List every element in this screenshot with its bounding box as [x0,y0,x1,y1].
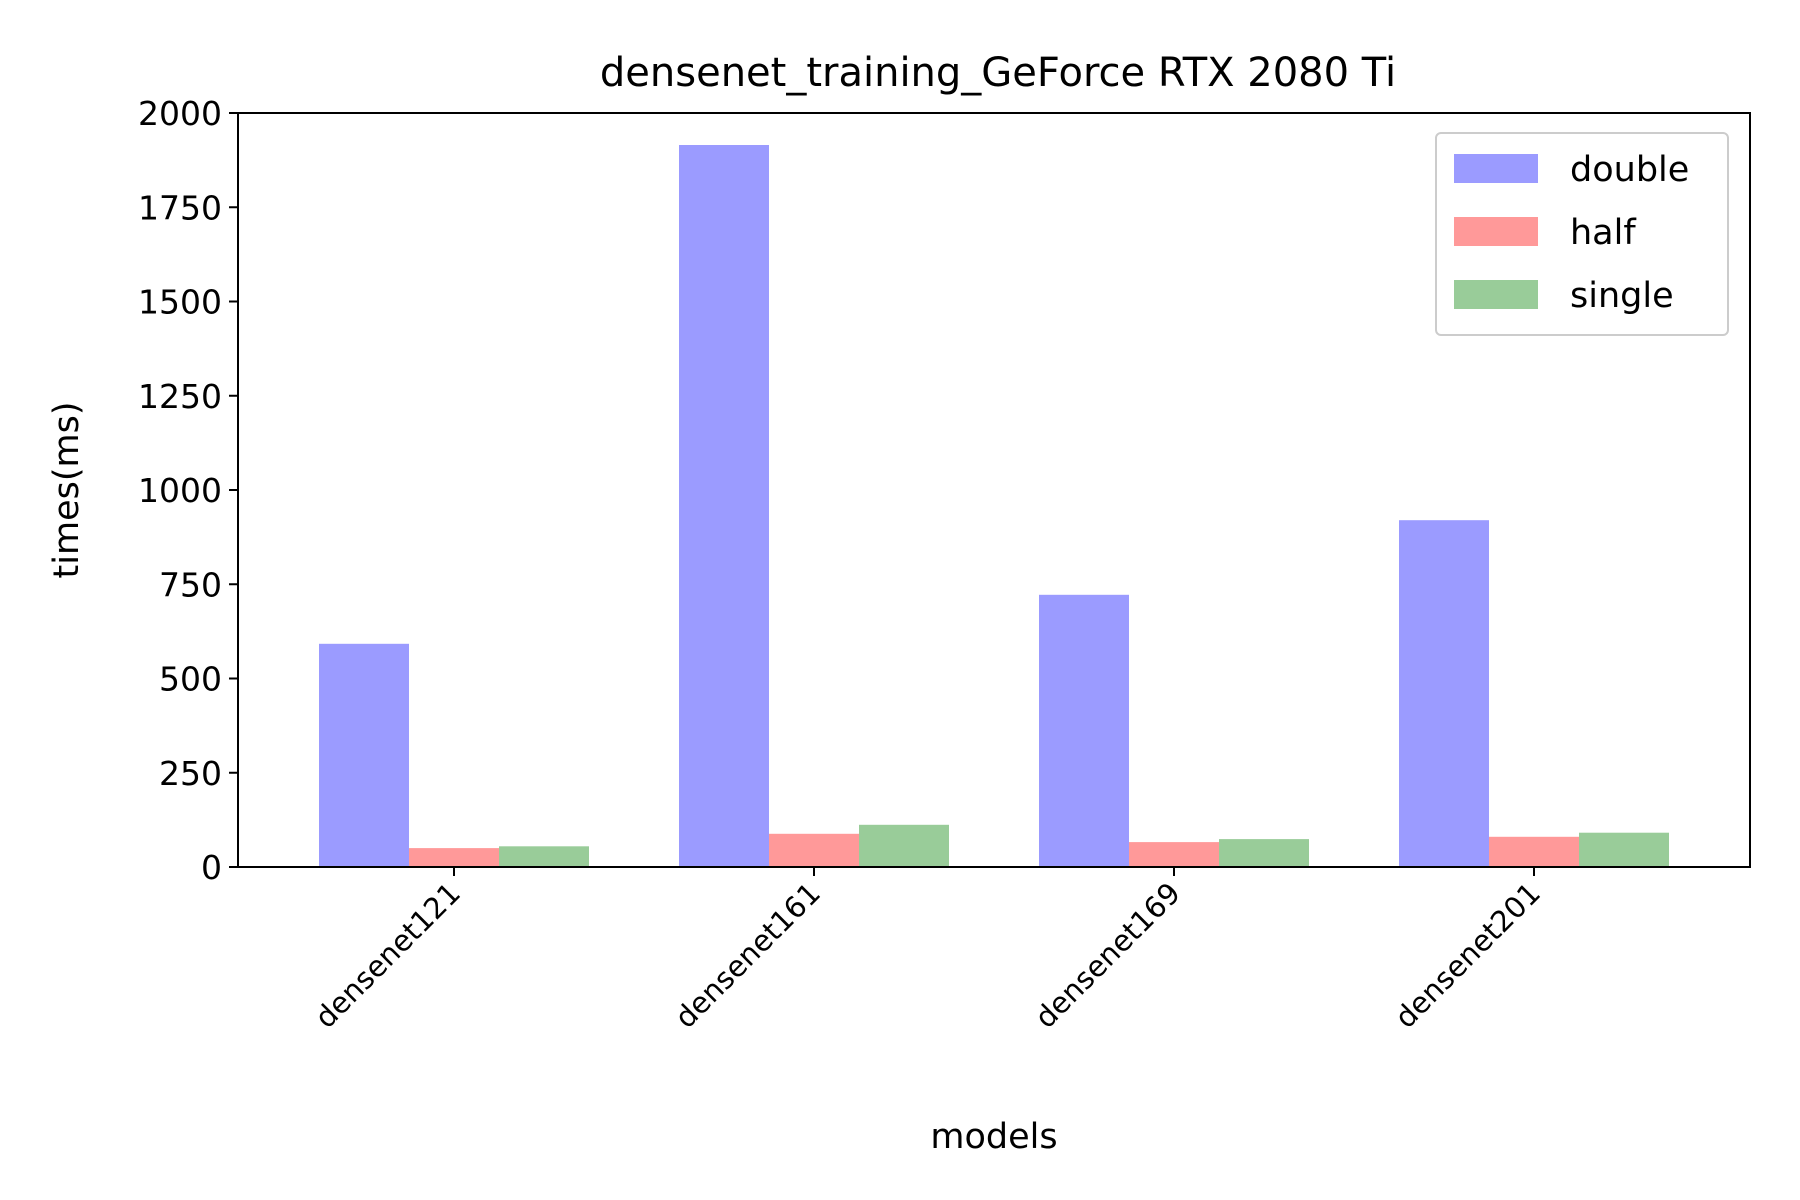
bar-single-densenet121 [499,846,589,867]
legend-swatch-single [1454,280,1538,309]
legend-label-single: single [1570,276,1674,316]
x-axis: densenet121 densenet161 densenet169 densene… [308,867,1547,1035]
legend-swatch-half [1454,217,1538,246]
legend: double half single [1435,132,1729,336]
bar-half-densenet121 [409,848,499,867]
x-tick-label: densenet121 [308,876,467,1035]
x-axis-title: models [930,1117,1057,1157]
plot-frame [237,112,1751,868]
y-tick-label: 2000 [138,94,222,133]
legend-label-double: double [1570,150,1689,190]
bar-single-densenet161 [859,824,949,867]
bar-double-densenet121 [319,643,409,867]
y-tick-label: 750 [159,565,222,604]
bar-half-densenet201 [1489,836,1579,867]
y-axis-title: times(ms) [47,402,87,579]
x-tick-label: densenet161 [668,876,827,1035]
y-tick-label: 500 [159,660,222,699]
bar-single-densenet201 [1579,832,1669,867]
bar-half-densenet169 [1129,842,1219,867]
x-tick-label: densenet169 [1028,876,1187,1035]
y-tick-label: 1750 [138,188,222,227]
bar-half-densenet161 [769,833,859,867]
legend-swatch-double [1454,154,1538,183]
y-tick-label: 1250 [138,377,222,416]
bar-single-densenet169 [1219,839,1309,867]
y-axis: 0 250 500 750 1000 1250 1500 1750 2000 [138,94,238,887]
chart-title: densenet_training_GeForce RTX 2080 Ti [600,50,1396,96]
y-tick-label: 0 [201,848,222,887]
bar-double-densenet161 [679,145,769,867]
legend-label-half: half [1570,213,1636,253]
bars-group [319,145,1669,867]
bar-double-densenet169 [1039,594,1129,867]
y-tick-label: 1500 [138,283,222,322]
bar-double-densenet201 [1399,520,1489,867]
y-tick-label: 1000 [138,471,222,510]
x-tick-label: densenet201 [1388,876,1547,1035]
y-tick-label: 250 [159,754,222,793]
